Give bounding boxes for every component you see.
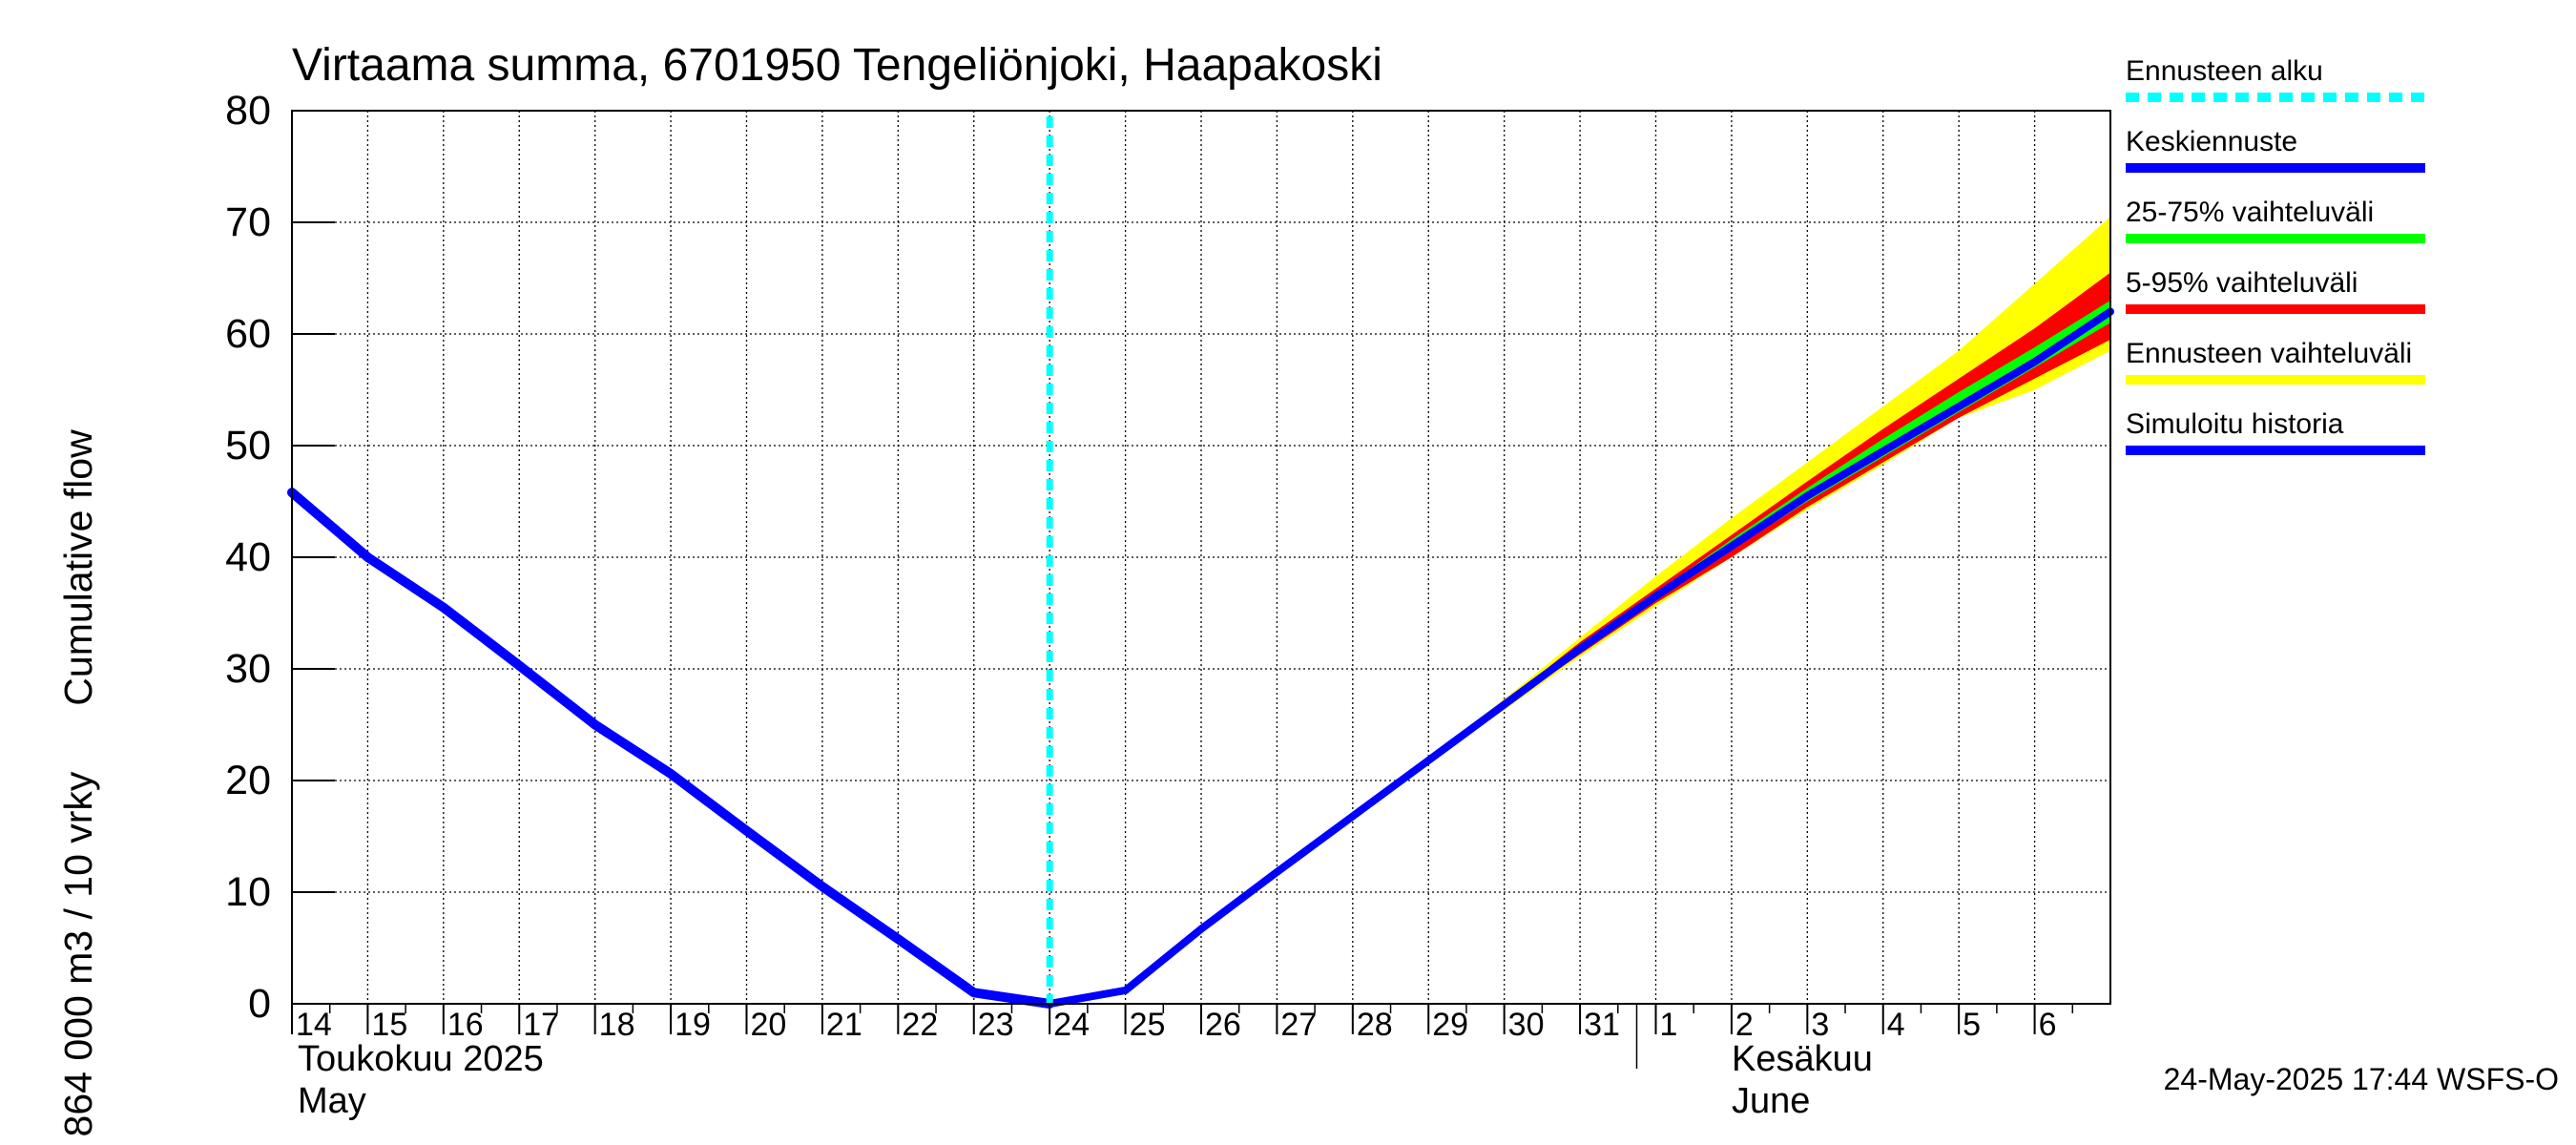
- month-label-june-en: June: [1732, 1081, 1810, 1121]
- y-tick-label: 50: [225, 423, 271, 468]
- legend-label: 25-75% vaihteluväli: [2126, 197, 2374, 228]
- y-tick-label: 80: [225, 88, 271, 134]
- mean-forecast-line: [1046, 307, 2114, 1008]
- legend-label: Simuloitu historia: [2126, 408, 2344, 440]
- x-tick-label: 27: [1280, 1007, 1317, 1043]
- x-tick-label: 1: [1660, 1007, 1678, 1043]
- y-axis-label-line1: Cumulative flow: [56, 429, 100, 706]
- legend: Ennusteen alku Keskiennuste 25-75% vaihtel…: [2126, 55, 2425, 455]
- x-tick-label: 29: [1432, 1007, 1468, 1043]
- grid: [292, 111, 2110, 1004]
- x-tick-label: 3: [1811, 1007, 1829, 1043]
- x-tick-label: 23: [978, 1007, 1014, 1043]
- x-tick-label: 5: [1963, 1007, 1981, 1043]
- x-tick-label: 30: [1508, 1007, 1545, 1043]
- x-tick-label: 19: [675, 1007, 711, 1043]
- y-tick-label: 40: [225, 534, 271, 580]
- history-line: [287, 488, 1055, 1009]
- x-tick-label: 16: [447, 1007, 484, 1043]
- series-lines: [287, 116, 2114, 1009]
- x-tick-label: 28: [1357, 1007, 1393, 1043]
- x-tick-label: 18: [599, 1007, 635, 1043]
- chart-title: Virtaama summa, 6701950 Tengeliönjoki, H…: [292, 40, 1382, 91]
- legend-label: Ennusteen alku: [2126, 55, 2323, 87]
- x-tick-label: 6: [2039, 1007, 2057, 1043]
- x-tick-label: 2: [1735, 1007, 1754, 1043]
- x-tick-label: 17: [523, 1007, 559, 1043]
- month-label-june-fi: Kesäkuu: [1732, 1039, 1873, 1079]
- legend-label: Ennusteen vaihteluväli: [2126, 338, 2412, 369]
- x-tick-label: 24: [1053, 1007, 1090, 1043]
- legend-label: 5-95% vaihteluväli: [2126, 267, 2358, 299]
- y-tick-label: 20: [225, 758, 271, 803]
- y-tick-label: 30: [225, 646, 271, 692]
- y-tick-label: 60: [225, 311, 271, 357]
- x-tick-label: 20: [751, 1007, 787, 1043]
- y-tick-label: 0: [248, 981, 271, 1027]
- x-tick-label: 22: [902, 1007, 938, 1043]
- timestamp-footer: 24-May-2025 17:44 WSFS-O: [2164, 1062, 2559, 1096]
- x-tick-label: 21: [826, 1007, 862, 1043]
- x-tick-label: 4: [1887, 1007, 1905, 1043]
- legend-label: Keskiennuste: [2126, 126, 2297, 157]
- y-tick-label: 70: [225, 199, 271, 245]
- x-tick-label: 31: [1584, 1007, 1620, 1043]
- band-full-range: [1428, 217, 2110, 763]
- month-label-may-en: May: [298, 1081, 366, 1121]
- x-tick-label: 25: [1130, 1007, 1166, 1043]
- y-tick-label: 10: [225, 869, 271, 915]
- y-axis-label-unit: 864 000 m3 / 10 vrky: [56, 771, 100, 1136]
- x-tick-label: 14: [296, 1007, 332, 1043]
- month-label-may-fi: Toukokuu 2025: [298, 1039, 544, 1079]
- x-tick-label: 26: [1205, 1007, 1241, 1043]
- x-tick-label: 15: [371, 1007, 407, 1043]
